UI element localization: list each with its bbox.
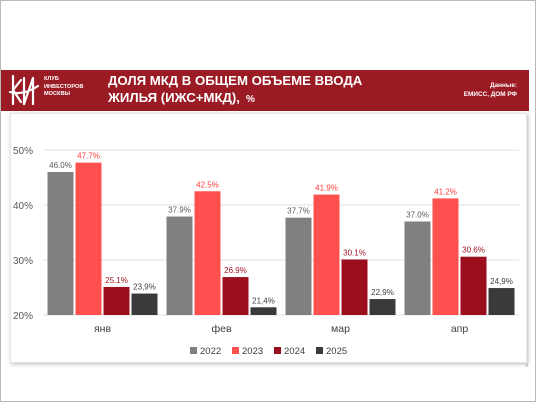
- legend-swatch: [316, 347, 323, 354]
- bar: [250, 307, 277, 315]
- club-name-line-2: ИНВЕСТОРОВ: [44, 83, 84, 90]
- slide-title-line-1: ДОЛЯ МКД В ОБЩЕМ ОБЪЕМЕ ВВОДА: [108, 73, 363, 88]
- x-tick-label: янв: [94, 323, 111, 335]
- data-label: 42.5%: [196, 180, 219, 189]
- bar-chart: 20% 30% 40% 50% 46.0% 47.7% 25.1% 23,9% янв 37.9%…: [13, 146, 519, 357]
- data-source-label: Данные:: [490, 82, 517, 89]
- data-label: 21,4%: [252, 296, 275, 305]
- legend-swatch: [274, 347, 281, 354]
- y-tick-label: 30%: [13, 256, 33, 267]
- slide-title-line-2-text: ЖИЛЬЯ (ИЖС+МКД),: [108, 90, 240, 105]
- bar: [432, 198, 459, 315]
- data-label: 24,9%: [490, 277, 513, 286]
- data-label: 30.1%: [343, 248, 366, 257]
- y-tick-label: 50%: [13, 146, 33, 157]
- legend-swatch: [232, 347, 239, 354]
- legend-swatch: [190, 347, 197, 354]
- bar: [404, 221, 431, 315]
- club-logo-icon: [8, 74, 40, 106]
- data-label: 23,9%: [133, 283, 156, 292]
- bar: [488, 288, 515, 315]
- data-label: 30.6%: [462, 246, 485, 255]
- data-label: 41.9%: [315, 184, 338, 193]
- data-label: 22,9%: [371, 288, 394, 297]
- data-source-value: ЕМИСС, ДОМ РФ: [463, 90, 517, 98]
- legend-label: 2023: [242, 346, 263, 357]
- x-tick-label: мар: [331, 323, 350, 335]
- legend-label: 2024: [284, 346, 305, 357]
- data-label: 46.0%: [49, 161, 72, 170]
- x-tick-label: фев: [211, 323, 231, 335]
- bar: [47, 172, 74, 315]
- data-label: 37.0%: [406, 211, 429, 220]
- bar: [369, 299, 396, 315]
- data-label: 37.7%: [287, 207, 310, 216]
- slide-title: ДОЛЯ МКД В ОБЩЕМ ОБЪЕМЕ ВВОДА ЖИЛЬЯ (ИЖС…: [108, 72, 408, 108]
- legend-label: 2022: [200, 346, 221, 357]
- slide-title-unit: %: [245, 94, 255, 105]
- header-band: КЛУБ ИНВЕСТОРОВ МОСКВЫ ДОЛЯ МКД В ОБЩЕМ …: [1, 70, 529, 111]
- y-tick-label: 20%: [13, 311, 33, 322]
- chart-frame: 20% 30% 40% 50% 46.0% 47.7% 25.1% 23,9% янв 37.9%…: [10, 113, 527, 363]
- data-label: 37.9%: [168, 206, 191, 215]
- data-label: 41.2%: [434, 187, 457, 196]
- data-label: 26.9%: [224, 266, 247, 275]
- bar: [75, 162, 102, 315]
- bar: [285, 217, 312, 315]
- bar: [313, 194, 340, 315]
- bar: [103, 286, 130, 315]
- club-name: КЛУБ ИНВЕСТОРОВ МОСКВЫ: [44, 76, 102, 99]
- bar: [194, 191, 221, 315]
- legend-label: 2025: [326, 346, 347, 357]
- bar: [460, 256, 487, 315]
- club-name-line-3: МОСКВЫ: [44, 91, 70, 97]
- x-tick-label: апр: [451, 323, 469, 335]
- bar: [341, 259, 368, 315]
- data-source: Данные: ЕМИСС, ДОМ РФ: [464, 82, 517, 99]
- data-label: 25.1%: [105, 276, 128, 285]
- bar: [131, 293, 158, 315]
- data-label: 47.7%: [77, 152, 100, 161]
- y-tick-label: 40%: [13, 201, 33, 212]
- bar: [166, 216, 193, 315]
- club-name-line-1: КЛУБ: [44, 76, 59, 82]
- slide-title-line-2: ЖИЛЬЯ (ИЖС+МКД),%: [108, 89, 408, 108]
- bar: [222, 277, 249, 315]
- page-number: 9: [525, 363, 528, 369]
